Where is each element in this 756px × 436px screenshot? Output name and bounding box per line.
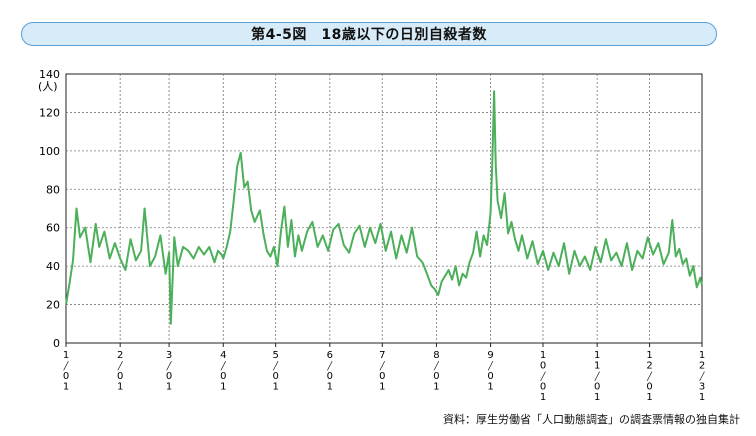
x-tick-label: 3 ╱ 0 1 [166,350,173,393]
y-tick-label: 20 [46,299,60,312]
x-tick-label: 5 ╱ 0 1 [272,350,279,393]
chart-title-banner: 第4-5図 18歳以下の日別自殺者数 [21,22,717,46]
y-tick-label: 100 [39,145,60,158]
x-tick-label: 7 ╱ 0 1 [379,350,386,393]
x-tick-label: 4 ╱ 0 1 [220,350,227,393]
plot-area [65,73,703,344]
x-tick-label: 1 2 ╱ 0 1 [646,350,653,403]
x-tick-label: 2 ╱ 0 1 [117,350,124,393]
x-tick-label: 1 0 ╱ 0 1 [540,350,547,403]
y-tick-label: 60 [46,222,60,235]
x-tick-label: 1 ╱ 0 1 [63,350,70,393]
y-tick-label: 140 [39,68,60,81]
y-axis-label: (人) [38,80,58,93]
y-tick-label: 80 [46,183,60,196]
y-tick-label: 0 [53,337,60,350]
x-tick-label: 1 2 ╱ 3 1 [699,350,706,403]
series-line [65,90,703,325]
x-tick-label: 9 ╱ 0 1 [487,350,494,393]
x-tick-label: 8 ╱ 0 1 [433,350,440,393]
chart-title: 第4-5図 18歳以下の日別自殺者数 [251,27,487,43]
x-tick-label: 1 1 ╱ 0 1 [594,350,601,403]
y-tick-label: 120 [39,106,60,119]
x-tick-label: 6 ╱ 0 1 [326,350,333,393]
y-tick-label: 40 [46,260,60,273]
source-note: 資料：厚生労働省「人口動態調査」の調査票情報の独自集計 [443,413,740,426]
